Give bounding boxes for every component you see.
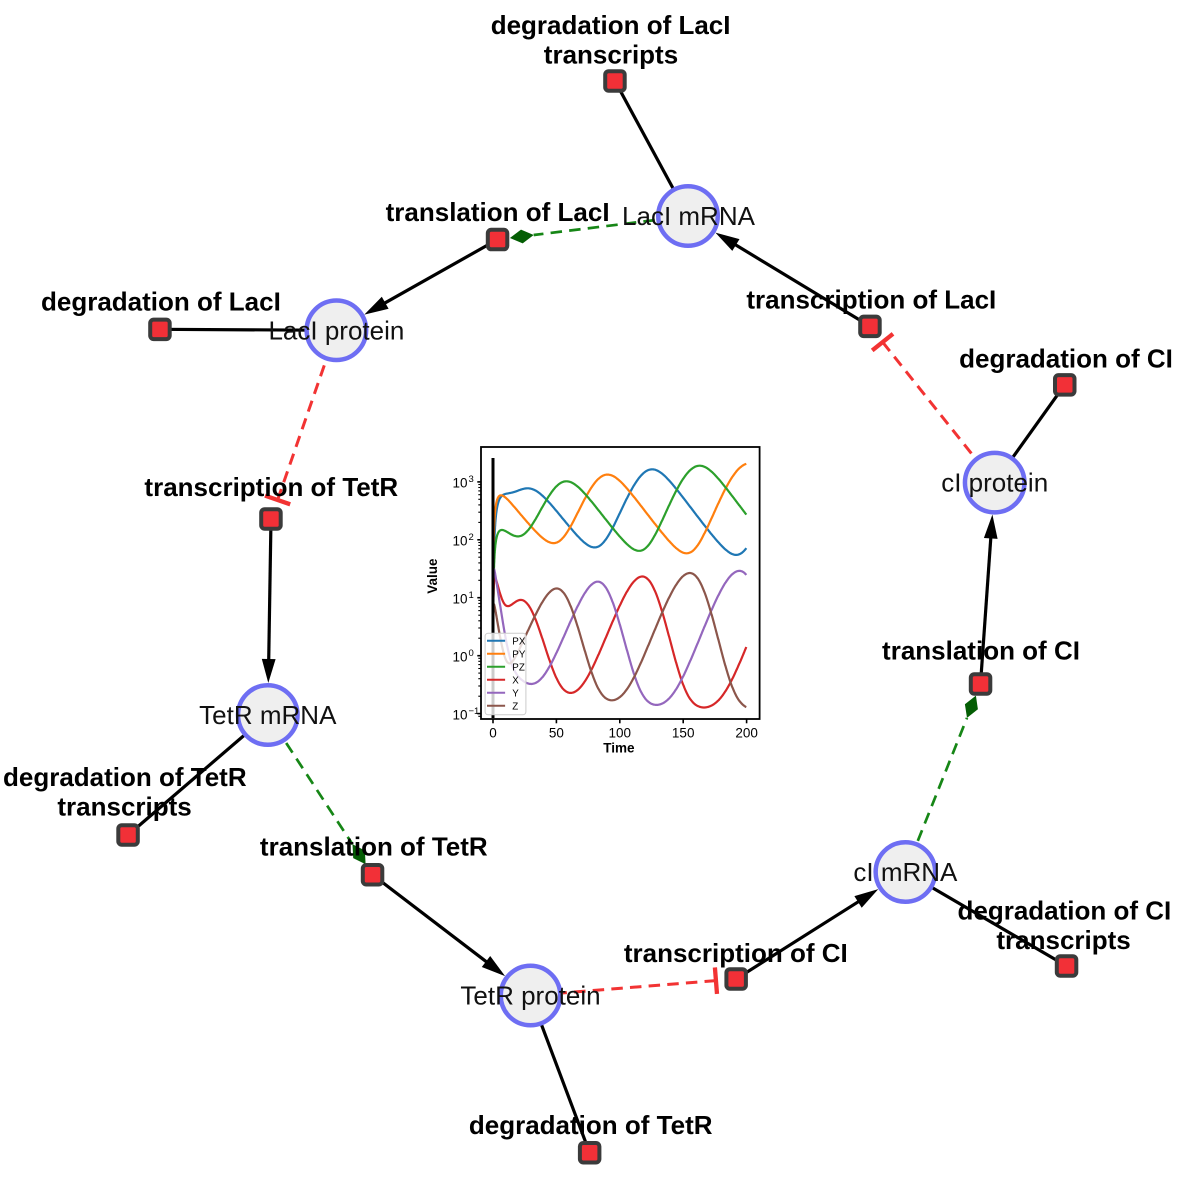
svg-text:100: 100	[609, 725, 632, 740]
svg-text:translation of TetR: translation of TetR	[260, 832, 488, 862]
svg-text:transcription of CI: transcription of CI	[624, 938, 848, 968]
svg-text:X: X	[512, 675, 519, 686]
svg-text:LacI mRNA: LacI mRNA	[622, 201, 756, 231]
svg-text:transcription of LacI: transcription of LacI	[746, 285, 996, 315]
svg-text:transcripts: transcripts	[544, 40, 678, 70]
svg-text:0: 0	[489, 725, 497, 740]
svg-text:Y: Y	[512, 688, 519, 699]
svg-text:transcripts: transcripts	[57, 792, 191, 822]
svg-text:10: 10	[452, 592, 467, 607]
svg-text:50: 50	[549, 725, 564, 740]
svg-text:10: 10	[452, 650, 467, 665]
svg-text:degradation of LacI: degradation of LacI	[41, 287, 281, 317]
svg-text:PX: PX	[512, 636, 526, 647]
svg-text:1: 1	[469, 590, 474, 601]
svg-text:−1: −1	[469, 706, 480, 717]
svg-text:Z: Z	[512, 701, 518, 712]
svg-text:degradation of CI: degradation of CI	[958, 896, 1172, 926]
svg-text:cI mRNA: cI mRNA	[853, 857, 958, 887]
svg-text:translation of CI: translation of CI	[882, 635, 1080, 665]
svg-text:2: 2	[469, 532, 474, 543]
svg-text:transcripts: transcripts	[996, 925, 1130, 955]
svg-text:Value: Value	[425, 558, 440, 594]
svg-text:0: 0	[469, 648, 474, 659]
svg-text:degradation of TetR: degradation of TetR	[3, 762, 247, 792]
svg-text:degradation of LacI: degradation of LacI	[491, 10, 731, 40]
svg-text:TetR mRNA: TetR mRNA	[199, 700, 337, 730]
svg-text:LacI protein: LacI protein	[268, 315, 404, 345]
svg-text:150: 150	[672, 725, 695, 740]
svg-text:PY: PY	[512, 649, 526, 660]
svg-text:200: 200	[735, 725, 758, 740]
svg-text:degradation of CI: degradation of CI	[959, 343, 1173, 373]
svg-text:TetR protein: TetR protein	[460, 981, 600, 1011]
svg-text:Time: Time	[603, 741, 635, 756]
svg-text:degradation of TetR: degradation of TetR	[469, 1110, 713, 1140]
svg-text:3: 3	[469, 474, 474, 485]
svg-text:transcription of TetR: transcription of TetR	[144, 472, 398, 502]
svg-text:10: 10	[452, 707, 467, 722]
svg-text:translation of LacI: translation of LacI	[386, 197, 610, 227]
svg-text:10: 10	[452, 534, 467, 549]
svg-text:cI protein: cI protein	[941, 468, 1048, 498]
svg-text:PZ: PZ	[512, 662, 525, 673]
svg-text:10: 10	[452, 476, 467, 491]
